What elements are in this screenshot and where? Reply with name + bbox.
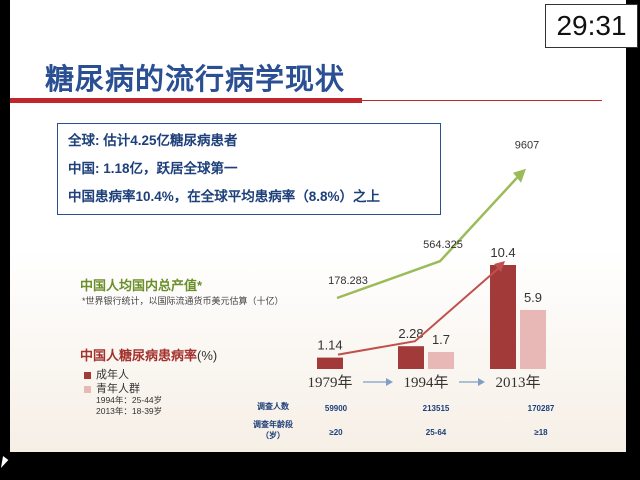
- category-label-0: 1979年: [307, 374, 352, 391]
- bar-adult-0: [317, 357, 343, 369]
- table-row-label-age: 调查年龄段: [253, 420, 293, 429]
- title-underline-thin: [362, 100, 602, 101]
- table-cell-age-1979: ≥20: [329, 428, 343, 437]
- category-label-2: 2013年: [495, 374, 540, 391]
- table-cell-count-1994: 213515: [422, 404, 450, 413]
- bar-youth-1: [428, 352, 454, 369]
- data-label-youth-1: 1.7: [432, 332, 450, 347]
- adult-swatch: [84, 371, 91, 379]
- youth-swatch: [84, 385, 91, 393]
- legend-gdp-note: *世界银行统计，以国际流通货币美元估算（十亿）: [82, 296, 284, 306]
- summary-prevalence: 中国患病率10.4%，在全球平均患病率（8.8%）之上: [68, 189, 381, 204]
- page-title: 糖尿病的流行病学现状: [45, 64, 346, 96]
- bar-adult-2: [490, 265, 516, 369]
- chart: 1.14 1979年 2.28 1.7 1994年 10.4 5.9 2013年 178.283…: [307, 140, 546, 391]
- gdp-line: [336, 176, 518, 300]
- mouse-cursor-icon: [0, 456, 10, 468]
- data-label-youth-2: 5.9: [524, 290, 542, 305]
- bar-youth-2: [520, 310, 546, 369]
- gdp-arrow-head: [513, 168, 526, 183]
- summary-global: 全球: 估计4.25亿糖尿病患者: [68, 133, 238, 148]
- trend-arrow-head: [494, 261, 505, 272]
- table-cell-count-2013: 170287: [527, 404, 555, 413]
- data-label-adult-2: 10.4: [490, 245, 515, 260]
- year-arrow-head-1: [478, 378, 485, 386]
- youth-age-1994: 1994年：25-44岁: [96, 395, 163, 405]
- data-label-adult-1: 2.28: [398, 326, 423, 341]
- legend-gdp-label: 中国人均国内总产值*: [80, 278, 203, 293]
- title-underline: [10, 98, 362, 103]
- gdp-label-1: 564.325: [423, 239, 463, 251]
- data-label-adult-0: 1.14: [317, 338, 342, 353]
- trend-line: [337, 266, 501, 356]
- gdp-label-0: 178.283: [328, 275, 368, 287]
- table-row-label-count: 调查人数: [257, 402, 289, 411]
- legend-adult-label: 成年人: [96, 369, 129, 381]
- gdp-label-2: 9607: [515, 140, 539, 152]
- summary-box: 全球: 估计4.25亿糖尿病患者 中国: 1.18亿，跃居全球第一 中国患病率1…: [57, 123, 441, 215]
- summary-china: 中国: 1.18亿，跃居全球第一: [68, 161, 238, 176]
- bar-adult-1: [398, 346, 424, 369]
- youth-age-2013: 2013年：18-39岁: [96, 406, 163, 416]
- legend-adult: 成年人: [84, 366, 129, 382]
- legend-prevalence-text: 中国人糖尿病患病率: [80, 348, 198, 363]
- legend-prevalence-label: 中国人糖尿病患病率(%): [80, 345, 217, 364]
- year-arrow-head-0: [386, 378, 393, 386]
- table-cell-age-1994: 25-64: [425, 428, 447, 437]
- timer: 29:31: [545, 4, 638, 48]
- table-row-label-age-unit: （岁）: [261, 431, 285, 440]
- legend-youth: 青年人群: [84, 380, 140, 396]
- slide: 糖尿病的流行病学现状 全球: 估计4.25亿糖尿病患者 中国: 1.18亿，跃居…: [10, 0, 626, 452]
- category-label-1: 1994年: [403, 374, 448, 391]
- table-cell-count-1979: 59900: [324, 404, 348, 413]
- table-cell-age-2013: ≥18: [534, 428, 548, 437]
- legend-prevalence-unit: (%): [197, 348, 218, 363]
- legend-youth-label: 青年人群: [96, 383, 140, 395]
